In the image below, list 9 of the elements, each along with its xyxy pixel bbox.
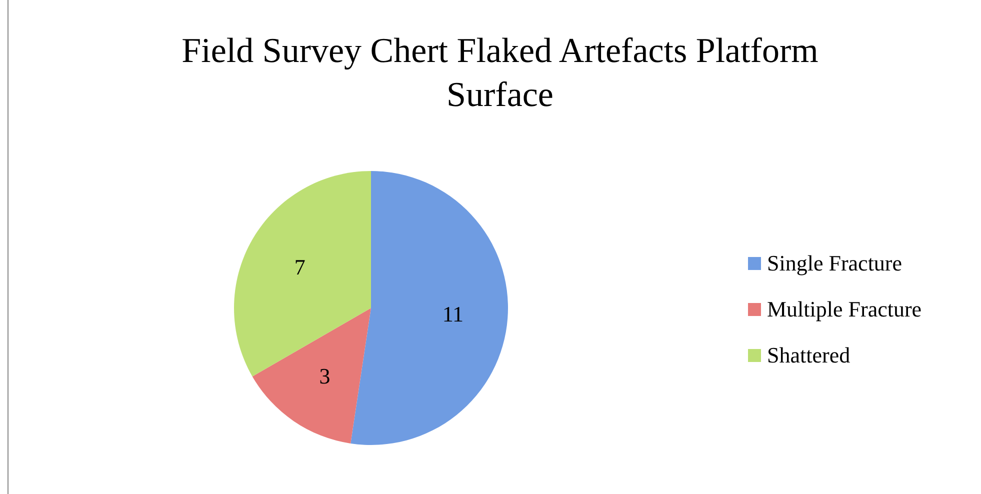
legend-label: Multiple Fracture (767, 296, 922, 322)
legend-label: Shattered (767, 342, 850, 368)
pie-slice (252, 308, 371, 444)
data-label: 7 (294, 254, 306, 280)
chart-title: Field Survey Chert Flaked Artefacts Platform Surface (182, 31, 818, 114)
data-label: 11 (442, 302, 464, 327)
legend-label: Single Fracture (767, 250, 902, 276)
pie-slice (350, 171, 508, 445)
data-label: 3 (319, 363, 330, 388)
